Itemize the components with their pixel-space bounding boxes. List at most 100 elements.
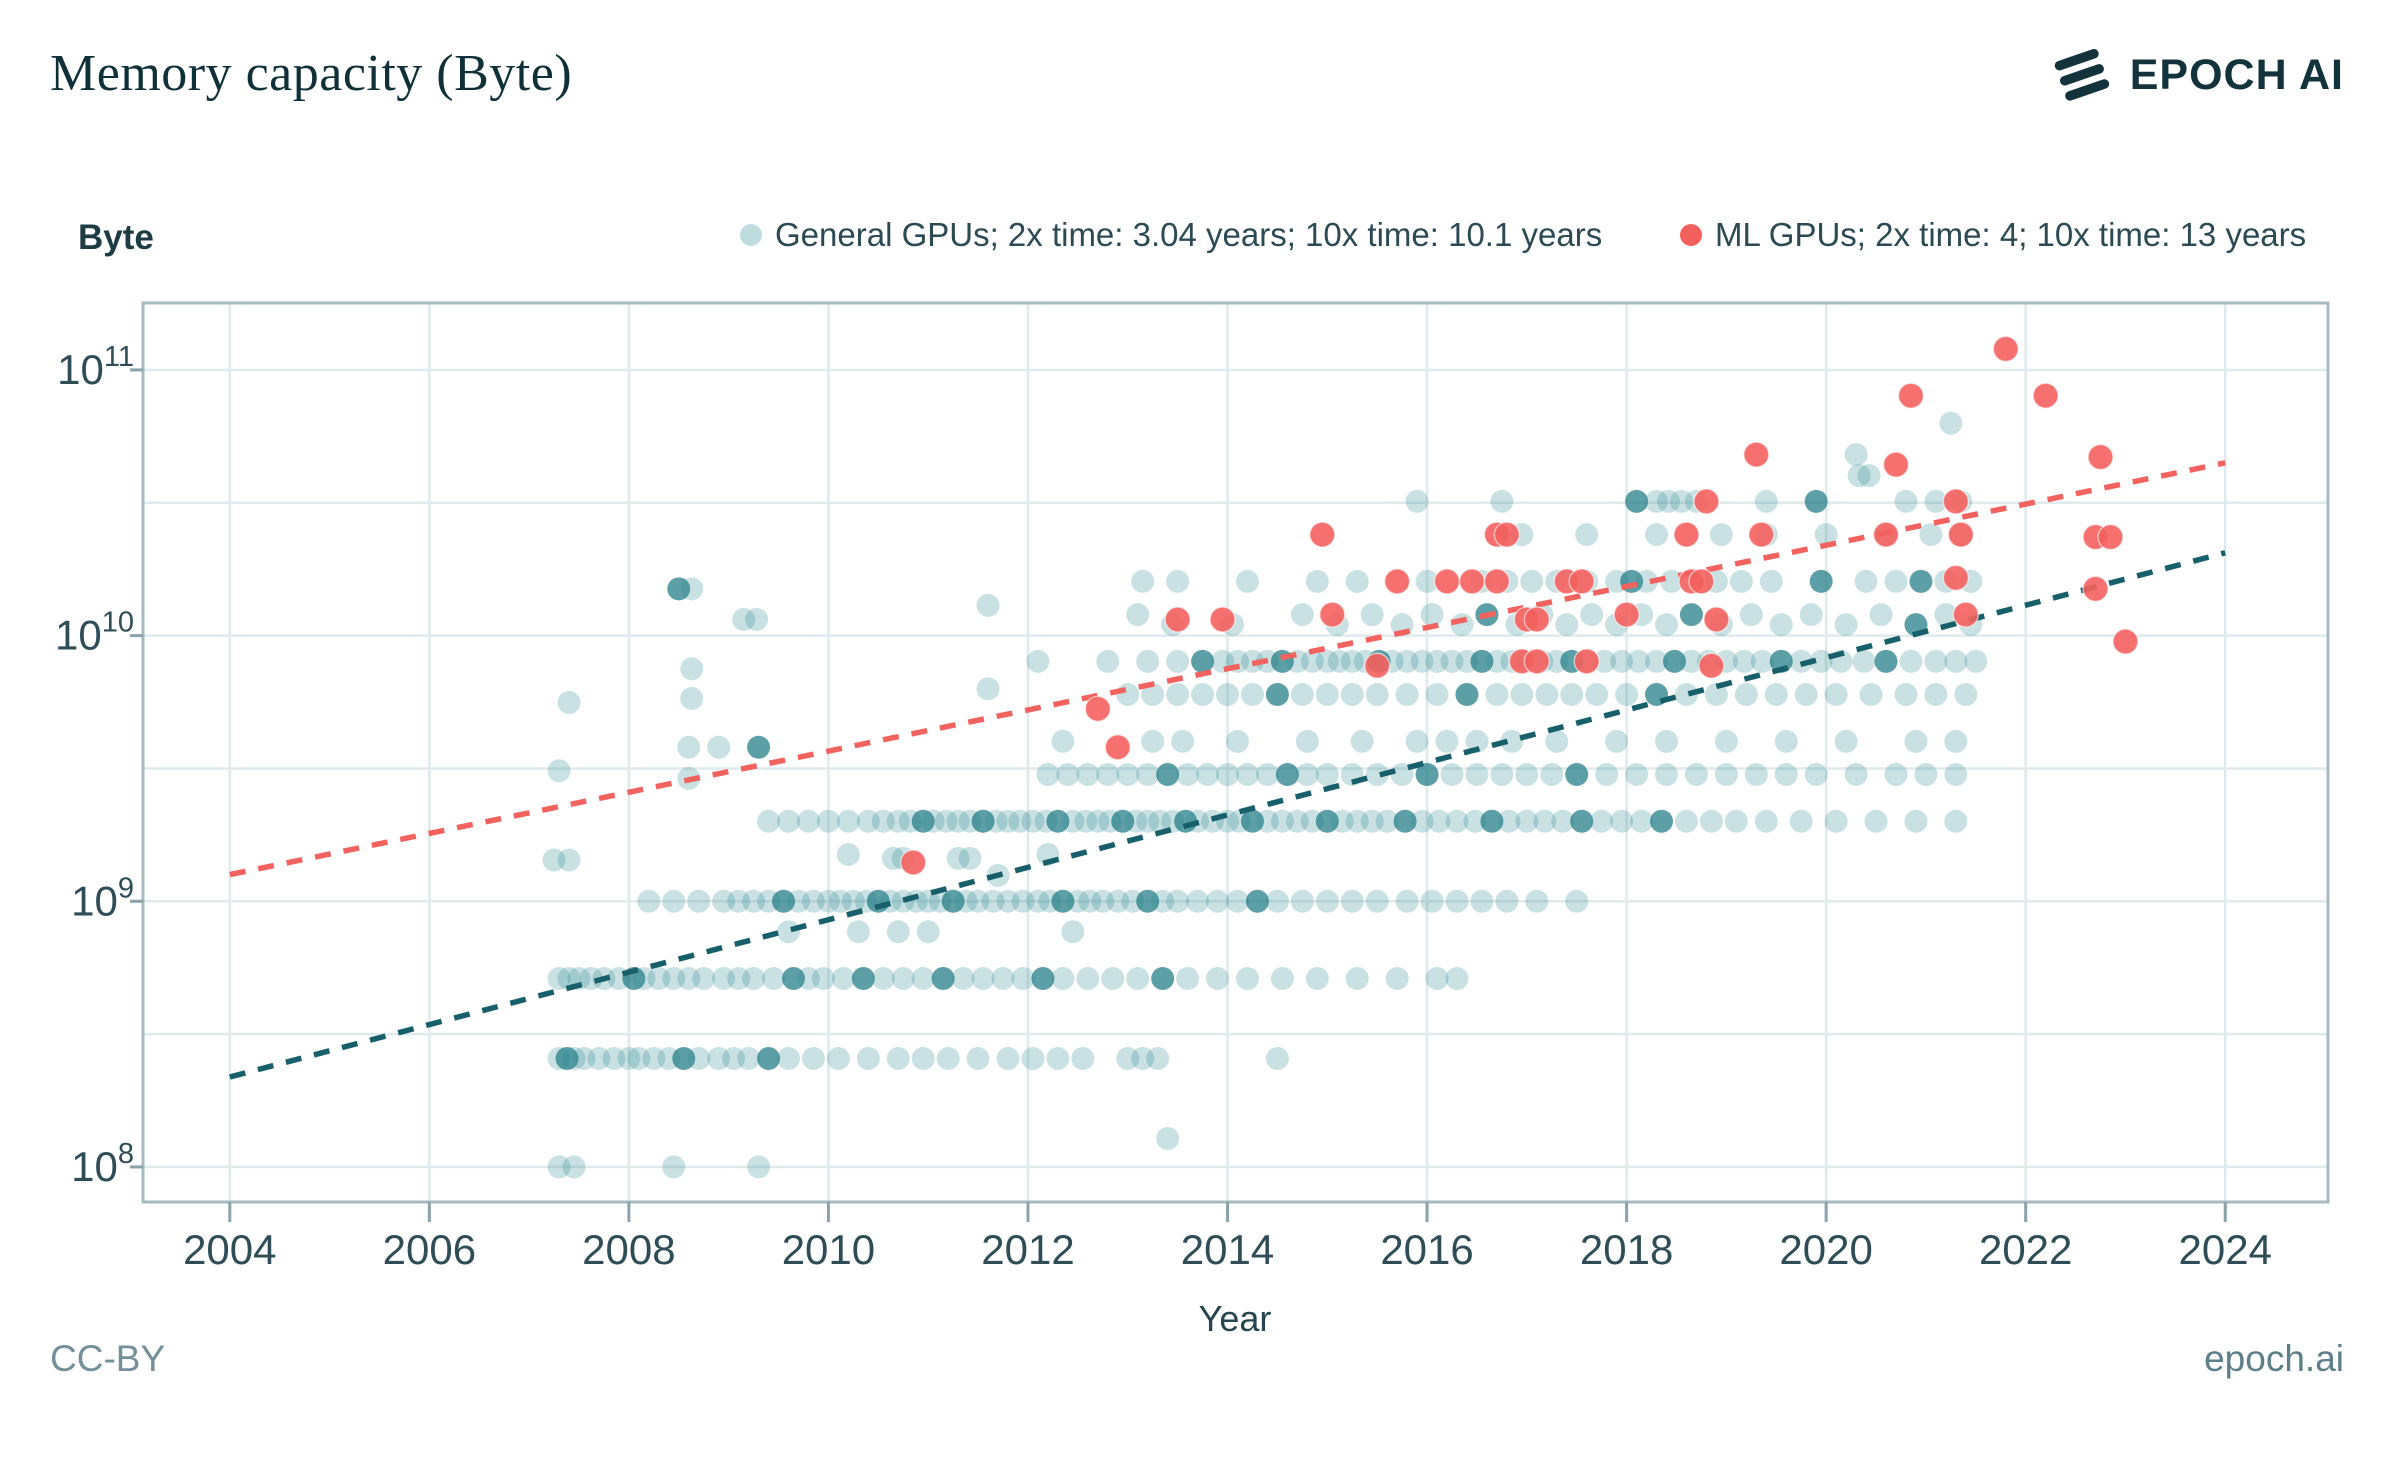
data-point-ml-gpu[interactable] [1942, 564, 1970, 592]
data-point-general-gpu[interactable] [1463, 809, 1487, 833]
data-point-ml-gpu[interactable] [1084, 695, 1112, 723]
data-point-general-gpu[interactable] [1327, 649, 1351, 673]
data-point-general-gpu[interactable] [1235, 763, 1259, 787]
data-point-general-gpu[interactable] [757, 809, 781, 833]
data-point-general-gpu[interactable] [1410, 809, 1434, 833]
data-point-general-gpu[interactable] [1540, 763, 1564, 787]
data-point-general-gpu[interactable] [1290, 603, 1314, 627]
data-point-general-gpu[interactable] [555, 1046, 579, 1070]
data-point-general-gpu[interactable] [727, 967, 751, 991]
data-point-general-gpu[interactable] [1435, 729, 1459, 753]
data-point-general-gpu[interactable] [747, 1155, 771, 1179]
data-point-general-gpu[interactable] [1146, 1046, 1170, 1070]
data-point-general-gpu[interactable] [881, 846, 905, 870]
data-point-general-gpu[interactable] [1655, 763, 1679, 787]
data-point-general-gpu[interactable] [542, 848, 566, 872]
data-point-general-gpu[interactable] [1395, 649, 1419, 673]
data-point-general-gpu[interactable] [737, 1046, 761, 1070]
data-point-general-gpu[interactable] [1245, 889, 1269, 913]
data-point-general-gpu[interactable] [1894, 489, 1918, 513]
data-point-general-gpu[interactable] [547, 1155, 571, 1179]
data-point-general-gpu[interactable] [1008, 809, 1032, 833]
data-point-general-gpu[interactable] [1148, 809, 1172, 833]
data-point-ml-gpu[interactable] [1164, 606, 1191, 633]
data-point-general-gpu[interactable] [1206, 967, 1230, 991]
data-point-general-gpu[interactable] [1046, 1046, 1070, 1070]
data-point-general-gpu[interactable] [1410, 649, 1434, 673]
data-point-general-gpu[interactable] [976, 593, 1000, 617]
data-point-general-gpu[interactable] [1111, 809, 1135, 833]
data-point-general-gpu[interactable] [1305, 967, 1329, 991]
data-point-ml-gpu[interactable] [1688, 568, 1715, 595]
data-point-general-gpu[interactable] [1290, 683, 1314, 707]
data-point-general-gpu[interactable] [1340, 889, 1364, 913]
data-point-ml-gpu[interactable] [1748, 521, 1775, 548]
data-point-general-gpu[interactable] [777, 809, 801, 833]
data-point-ml-gpu[interactable] [1458, 568, 1486, 595]
data-point-general-gpu[interactable] [1021, 1046, 1045, 1070]
data-point-general-gpu[interactable] [1465, 729, 1489, 753]
data-point-general-gpu[interactable] [722, 1046, 746, 1070]
data-point-general-gpu[interactable] [1799, 603, 1823, 627]
data-point-ml-gpu[interactable] [1942, 488, 1970, 515]
data-point-general-gpu[interactable] [1126, 603, 1150, 627]
data-point-general-gpu[interactable] [1166, 569, 1190, 593]
data-point-general-gpu[interactable] [579, 967, 603, 991]
data-point-general-gpu[interactable] [1657, 489, 1681, 513]
data-point-general-gpu[interactable] [1754, 809, 1778, 833]
data-point-general-gpu[interactable] [1365, 889, 1389, 913]
data-point-general-gpu[interactable] [1774, 763, 1798, 787]
data-point-ml-gpu[interactable] [2097, 523, 2124, 551]
data-point-general-gpu[interactable] [1854, 569, 1878, 593]
data-point-general-gpu[interactable] [1126, 967, 1150, 991]
data-point-general-gpu[interactable] [1565, 889, 1589, 913]
data-point-general-gpu[interactable] [1046, 809, 1070, 833]
data-point-general-gpu[interactable] [1415, 569, 1439, 593]
data-point-general-gpu[interactable] [1270, 809, 1294, 833]
data-point-general-gpu[interactable] [1216, 763, 1240, 787]
data-point-general-gpu[interactable] [1709, 523, 1733, 547]
data-point-general-gpu[interactable] [1615, 683, 1639, 707]
data-point-general-gpu[interactable] [1191, 683, 1215, 707]
data-point-general-gpu[interactable] [1340, 649, 1364, 673]
data-point-general-gpu[interactable] [667, 577, 691, 601]
data-point-general-gpu[interactable] [1520, 569, 1544, 593]
data-point-general-gpu[interactable] [1645, 489, 1669, 513]
data-point-general-gpu[interactable] [680, 686, 704, 710]
data-point-general-gpu[interactable] [1954, 683, 1978, 707]
data-point-ml-gpu[interactable] [1952, 601, 1980, 628]
data-point-general-gpu[interactable] [1560, 683, 1584, 707]
data-point-general-gpu[interactable] [1869, 603, 1893, 627]
data-point-general-gpu[interactable] [1593, 649, 1617, 673]
data-point-general-gpu[interactable] [1290, 889, 1314, 913]
data-point-general-gpu[interactable] [796, 967, 820, 991]
data-point-general-gpu[interactable] [991, 967, 1015, 991]
data-point-general-gpu[interactable] [1116, 683, 1140, 707]
data-point-general-gpu[interactable] [1679, 649, 1703, 673]
data-point-general-gpu[interactable] [680, 577, 704, 601]
data-point-general-gpu[interactable] [1804, 489, 1828, 513]
data-point-ml-gpu[interactable] [1523, 606, 1551, 633]
data-point-general-gpu[interactable] [1944, 763, 1968, 787]
data-point-general-gpu[interactable] [891, 967, 915, 991]
data-point-general-gpu[interactable] [1525, 889, 1549, 913]
data-point-ml-gpu[interactable] [1319, 601, 1346, 628]
data-point-general-gpu[interactable] [547, 967, 571, 991]
data-point-general-gpu[interactable] [1265, 889, 1289, 913]
data-point-general-gpu[interactable] [801, 1046, 825, 1070]
data-point-general-gpu[interactable] [1141, 729, 1165, 753]
data-point-general-gpu[interactable] [1874, 649, 1898, 673]
data-point-general-gpu[interactable] [1585, 683, 1609, 707]
data-point-general-gpu[interactable] [1605, 729, 1629, 753]
data-point-ml-gpu[interactable] [1493, 521, 1521, 548]
data-point-general-gpu[interactable] [1495, 889, 1519, 913]
data-point-general-gpu[interactable] [1485, 649, 1509, 673]
data-point-general-gpu[interactable] [757, 1046, 781, 1070]
data-point-general-gpu[interactable] [941, 889, 965, 913]
data-point-general-gpu[interactable] [1216, 683, 1240, 707]
data-point-general-gpu[interactable] [966, 889, 990, 913]
data-point-general-gpu[interactable] [1533, 809, 1557, 833]
data-point-general-gpu[interactable] [1894, 683, 1918, 707]
data-point-general-gpu[interactable] [984, 809, 1008, 833]
data-point-general-gpu[interactable] [662, 889, 686, 913]
